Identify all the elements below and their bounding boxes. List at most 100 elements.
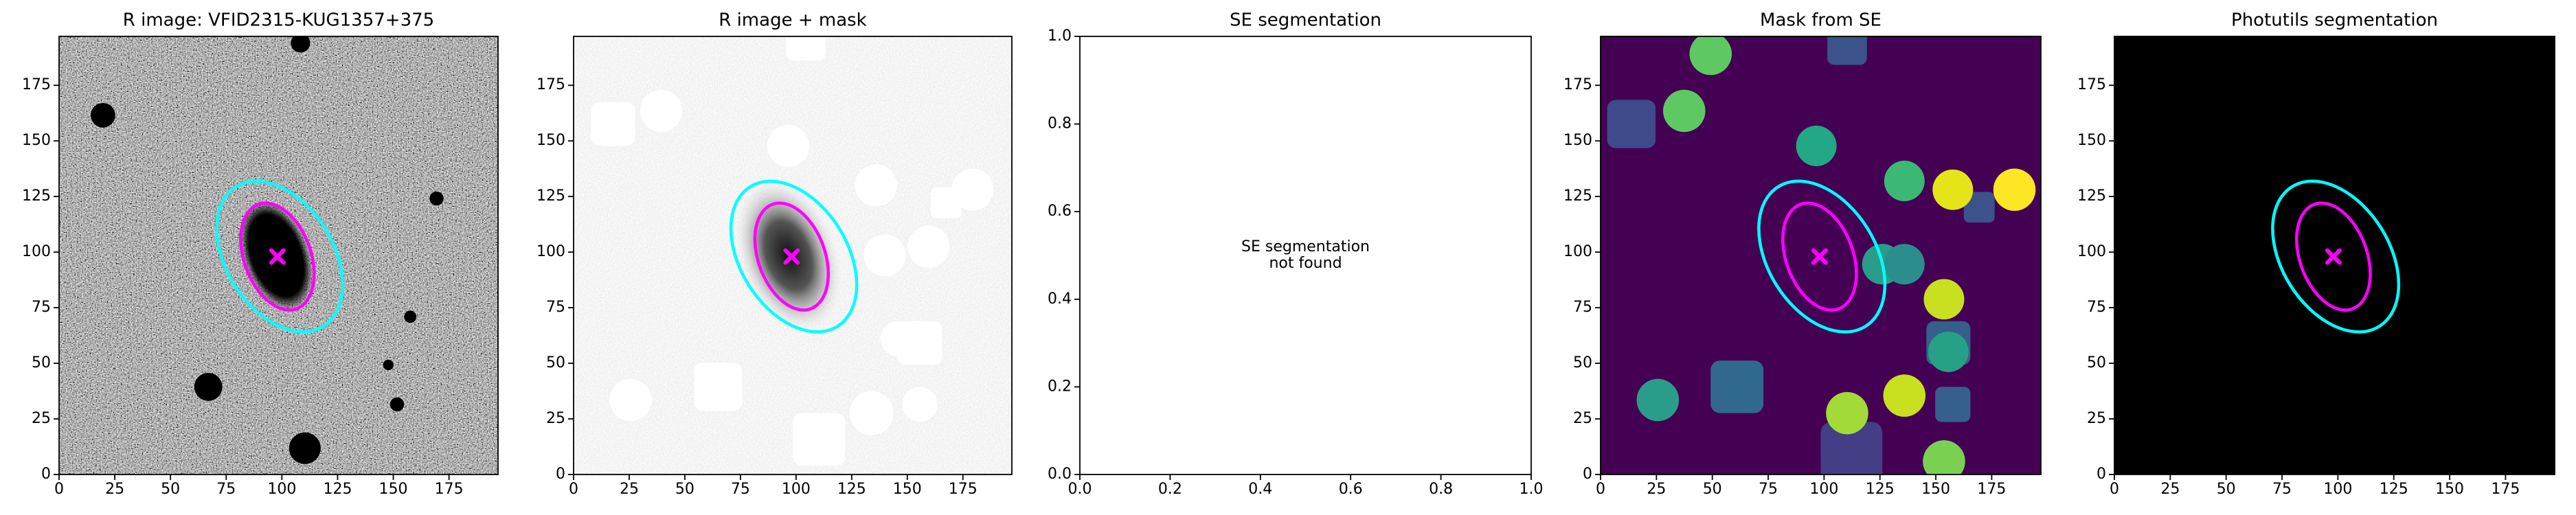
image-blob [786,36,826,61]
y-tick-label: 100 [2077,243,2106,260]
x-tick-label: 75 [731,481,750,498]
y-tick-label: 150 [536,132,565,149]
y-tick-label: 75 [1573,299,1592,316]
y-tick-label: 125 [1563,187,1592,205]
y-tick-label: 125 [2077,187,2106,205]
image-blob [1827,36,1867,65]
axes-frame [1079,36,1532,475]
aperture-ellipse [2271,179,2401,334]
y-tick-label: 100 [536,243,565,260]
image-blob [383,359,394,371]
image-blob [1993,168,2036,211]
x-tick-label: 0 [1596,481,1605,498]
y-tick-label: 125 [22,187,51,205]
aperture-ellipse [239,201,316,312]
aperture-ellipse [2295,201,2372,312]
y-tick-label: 1.0 [1048,27,1072,45]
x-tick-label: 0.8 [1429,481,1453,498]
x-tick-label: 1.0 [1519,481,1544,498]
x-tick-label: 50 [161,481,180,498]
x-tick-label: 0 [569,481,578,498]
x-tick-label: 175 [435,481,464,498]
x-tick-label: 150 [1921,481,1950,498]
image-blob [793,413,846,466]
image-blob [1883,374,1926,417]
panel: Mask from SE 0 25 50 75 100 125 150 175 0 25 50 75 10… [1563,10,2042,498]
image-blob [951,168,994,211]
panel-title: SE segmentation [1230,10,1381,31]
y-tick-label: 175 [536,76,565,93]
axes-frame [1600,36,2042,475]
x-tick-label: 50 [1703,481,1722,498]
image-blob [1710,360,1764,413]
x-tick-label: 175 [1977,481,2006,498]
axes-frame [2114,36,2555,475]
aperture-ellipse [729,179,859,334]
image-blob [907,225,950,268]
image-blob [609,378,652,422]
x-tick-label: 125 [1866,481,1895,498]
x-tick-label: 75 [1759,481,1778,498]
image-blob [1884,244,1925,285]
panel: SE segmentation 0.0 0.2 0.4 0.6 0.8 1.0 0.0 0.2 0… [1048,10,1544,499]
y-tick-label: 75 [2087,299,2106,316]
y-tick-label: 0.0 [1048,466,1072,483]
y-tick-label: 0 [1583,466,1592,483]
x-tick-label: 25 [620,481,639,498]
x-tick-label: 75 [216,481,236,498]
x-tick-label: 0.2 [1158,481,1182,498]
image-blob [863,234,906,277]
y-tick-label: 150 [2077,132,2106,149]
x-tick-label: 175 [949,481,978,498]
y-tick-label: 25 [546,410,565,427]
center-marker [2325,248,2342,265]
aperture-ellipse [215,179,344,334]
image-blob [1826,391,1868,435]
x-tick-label: 100 [2323,481,2352,498]
panel: R image: VFID2315-KUG1357+375 0 25 50 75 100 1… [22,10,499,498]
y-tick-label: 50 [32,354,51,371]
panel-title: R image: VFID2315-KUG1357+375 [123,10,434,31]
axes-frame [58,36,499,475]
image-blob [389,397,405,412]
image-blob [91,102,115,128]
image-blob [1928,331,1969,372]
image-blob [591,102,635,146]
image-blob [902,387,938,422]
panel: R image + mask 0 25 50 75 100 125 150 175 0 25 50 75… [536,10,1013,498]
x-tick-label: 125 [323,481,352,498]
x-tick-label: 50 [675,481,694,498]
x-tick-label: 100 [267,481,296,498]
image-blob [289,432,321,464]
y-tick-label: 75 [32,299,51,316]
image-blob [429,191,444,206]
aperture-ellipse [1781,201,1858,312]
image-blob [291,36,310,53]
y-tick-label: 100 [22,243,51,260]
y-tick-label: 25 [1573,410,1592,427]
x-tick-label: 100 [782,481,811,498]
image-blob [1923,279,1965,320]
center-marker [1811,248,1828,265]
y-tick-label: 0.8 [1048,115,1072,133]
image-blob [880,321,916,356]
x-tick-label: 50 [2217,481,2236,498]
image-blob [194,372,223,401]
image-blob [855,164,897,207]
annotation: not found [1269,255,1342,272]
panel-title: Photutils segmentation [2231,10,2438,31]
y-tick-label: 25 [32,410,51,427]
image-blob [404,310,417,323]
y-tick-label: 75 [546,299,565,316]
x-tick-label: 25 [1647,481,1666,498]
x-tick-label: 150 [893,481,922,498]
image-blob [1636,378,1680,422]
image-blob [849,391,894,435]
image-blob [1607,100,1656,148]
y-tick-label: 125 [536,187,565,205]
y-tick-label: 100 [1563,243,1592,260]
y-tick-label: 0.6 [1048,203,1072,220]
image-blob [1796,126,1837,166]
